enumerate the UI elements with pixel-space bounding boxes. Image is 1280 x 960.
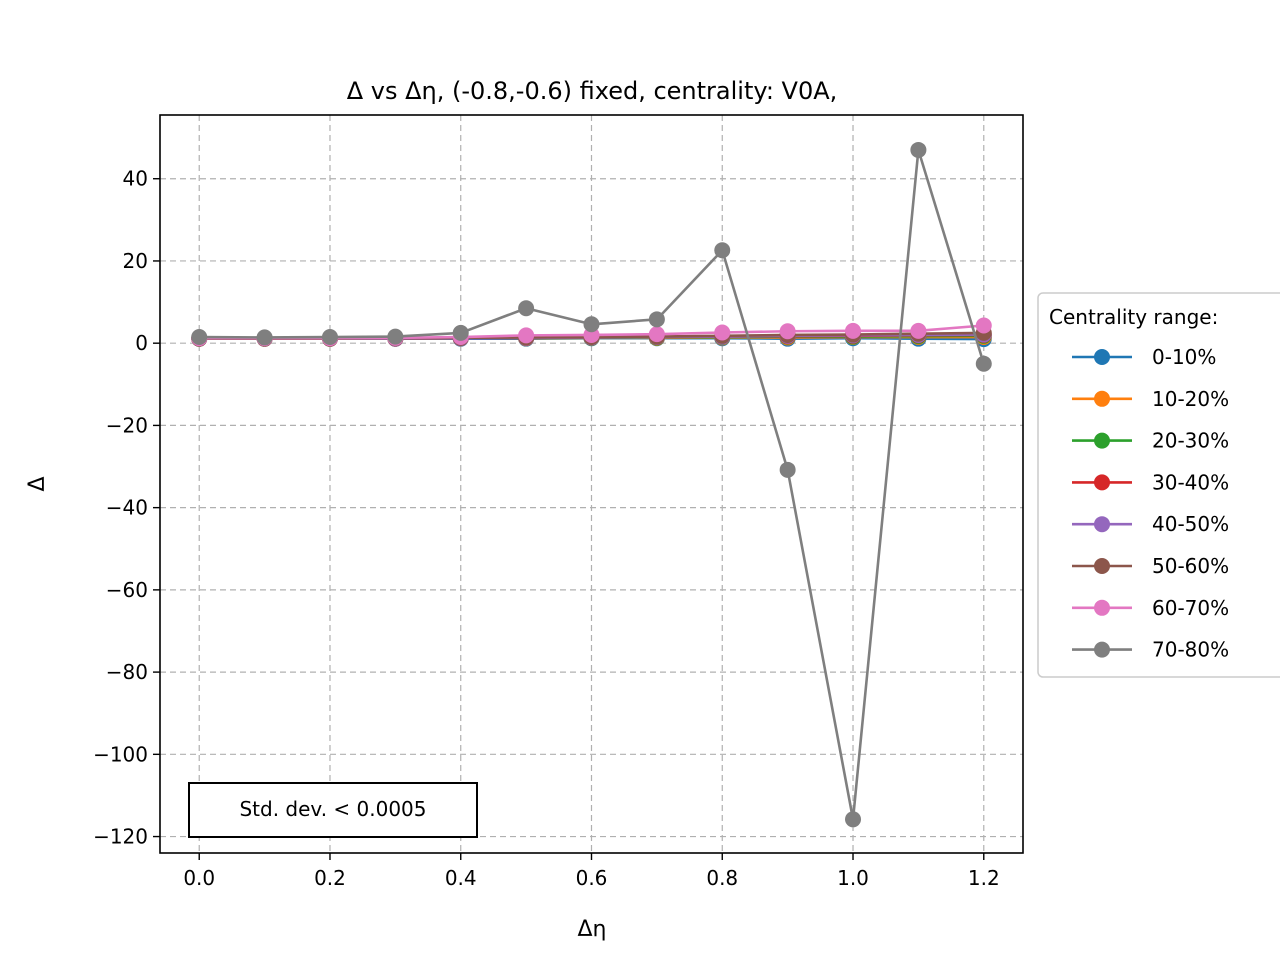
- y-axis: 40 20 0 −20 −40 −60 −80 −100 −120: [93, 167, 160, 849]
- legend-item: 50-60%: [1072, 554, 1229, 578]
- x-tick-label: 0.0: [183, 866, 215, 890]
- legend-item: 20-30%: [1072, 429, 1229, 453]
- annotation-box: Std. dev. < 0.0005: [188, 782, 478, 838]
- data-point: [845, 811, 862, 828]
- y-tick-label: −80: [106, 660, 148, 684]
- plot-area: Std. dev. < 0.0005: [159, 114, 1024, 854]
- x-tick-label: 0.6: [576, 866, 608, 890]
- legend-swatch-marker: [1094, 641, 1110, 658]
- legend-item: 0-10%: [1072, 345, 1216, 369]
- x-tick-label: 0.8: [706, 866, 738, 890]
- data-point: [256, 329, 273, 346]
- legend-item: 70-80%: [1072, 638, 1229, 662]
- y-tick-label: −40: [106, 496, 148, 520]
- y-tick-label: 40: [123, 167, 148, 191]
- data-point: [518, 327, 535, 344]
- y-tick-label: −100: [93, 742, 148, 766]
- y-tick-label: −120: [93, 825, 148, 849]
- legend-label: 70-80%: [1152, 638, 1229, 662]
- legend-item: 60-70%: [1072, 596, 1229, 620]
- legend-item: 10-20%: [1072, 387, 1229, 411]
- legend-swatch-marker: [1094, 349, 1110, 365]
- legend-swatch-marker: [1094, 599, 1110, 616]
- data-point: [648, 311, 665, 328]
- data-point: [714, 242, 731, 259]
- y-tick-label: 20: [123, 249, 148, 273]
- x-tick-label: 1.2: [968, 866, 1000, 890]
- x-tick-label: 0.2: [314, 866, 346, 890]
- legend-label: 40-50%: [1152, 512, 1229, 536]
- y-tick-label: 0: [135, 331, 148, 355]
- data-point: [975, 355, 992, 372]
- y-axis-label: Δ: [25, 476, 50, 491]
- x-axis-label: Δη: [578, 917, 607, 942]
- data-point: [845, 322, 862, 339]
- series-layer: [191, 141, 992, 828]
- y-tick-label: −20: [106, 413, 148, 437]
- data-point: [387, 328, 404, 345]
- legend-frame: [1037, 292, 1280, 678]
- legend-label: 0-10%: [1152, 345, 1216, 369]
- data-point: [518, 300, 535, 317]
- legend-label: 20-30%: [1152, 429, 1229, 453]
- x-tick-label: 0.4: [445, 866, 477, 890]
- x-axis: 0.0 0.2 0.4 0.6 0.8 1.0 1.2: [183, 853, 1000, 890]
- annotation-text: Std. dev. < 0.0005: [239, 797, 426, 821]
- data-point: [583, 316, 600, 333]
- data-point: [714, 324, 731, 341]
- data-point: [910, 141, 927, 158]
- legend-label: 60-70%: [1152, 596, 1229, 620]
- legend-swatch-marker: [1094, 432, 1110, 449]
- annotation-frame: [188, 782, 478, 838]
- data-point: [321, 329, 338, 346]
- legend-label: 50-60%: [1152, 554, 1229, 578]
- legend: Centrality range: 0-10% 10-20% 20-30% 30-40…: [1037, 292, 1280, 678]
- data-point: [779, 323, 796, 340]
- legend-swatch-marker: [1094, 474, 1110, 491]
- legend-label: 10-20%: [1152, 387, 1229, 411]
- legend-title: Centrality range:: [1049, 305, 1218, 329]
- data-point: [910, 322, 927, 339]
- data-point: [191, 329, 208, 346]
- legend-label: 30-40%: [1152, 470, 1229, 494]
- legend-item: 30-40%: [1072, 470, 1229, 494]
- data-point: [648, 326, 665, 343]
- legend-item: 40-50%: [1072, 512, 1229, 536]
- chart-title: Δ vs Δη, (-0.8,-0.6) fixed, centrality: …: [347, 77, 838, 105]
- legend-swatch-marker: [1094, 558, 1110, 574]
- x-tick-label: 1.0: [837, 866, 869, 890]
- data-point: [975, 317, 992, 334]
- legend-swatch-marker: [1094, 516, 1110, 533]
- legend-swatch-marker: [1094, 390, 1110, 407]
- data-point: [779, 461, 796, 478]
- legend-items: 0-10% 10-20% 20-30% 30-40% 40-50% 50-60% 60-70…: [1072, 345, 1229, 662]
- y-tick-label: −60: [106, 578, 148, 602]
- series-70-80%: [191, 141, 992, 828]
- data-point: [452, 324, 469, 341]
